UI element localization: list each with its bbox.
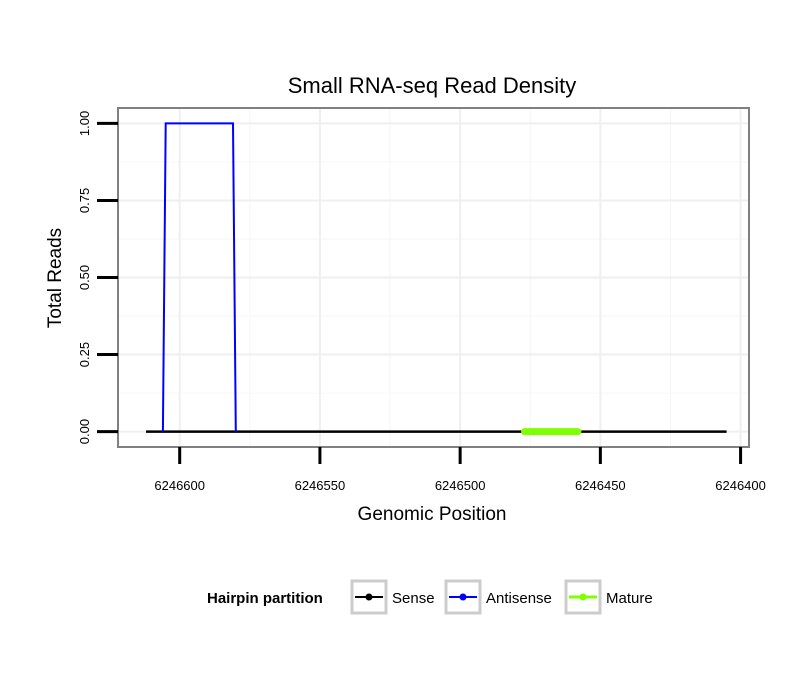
legend-key-point (459, 593, 467, 601)
series-layer (146, 122, 727, 436)
axis-ticks: 6246600 6246550 6246500 6246450 6246400 0.00 0… (77, 111, 766, 493)
y-tick-label: 1.00 (77, 111, 92, 136)
legend-item-antisense: Antisense (444, 579, 552, 615)
y-tick-label: 0.00 (77, 419, 92, 444)
y-tick-label: 0.75 (77, 188, 92, 213)
legend-label: Sense (392, 590, 435, 607)
x-tick-label: 6246400 (715, 478, 766, 493)
x-axis-title: Genomic Position (358, 504, 507, 525)
y-axis-title: Total Reads (45, 228, 66, 328)
legend-key-point (579, 593, 587, 601)
legend-title: Hairpin partition (207, 590, 323, 607)
y-tick-label: 0.50 (77, 265, 92, 290)
legend-item-sense: Sense (350, 579, 435, 615)
x-tick-label: 6246500 (435, 478, 486, 493)
legend-item-mature: Mature (564, 579, 653, 615)
x-tick-label: 6246550 (295, 478, 346, 493)
legend: Hairpin partition Sense Antisense Mature (207, 579, 653, 615)
gridlines (118, 108, 749, 447)
x-tick-label: 6246600 (154, 478, 205, 493)
series-line-antisense (161, 122, 237, 432)
y-tick-label: 0.25 (77, 342, 92, 367)
chart-title: Small RNA-seq Read Density (288, 73, 577, 98)
legend-label: Antisense (486, 590, 552, 607)
x-tick-label: 6246450 (575, 478, 626, 493)
legend-key-point (365, 593, 373, 601)
legend-label: Mature (606, 590, 653, 607)
